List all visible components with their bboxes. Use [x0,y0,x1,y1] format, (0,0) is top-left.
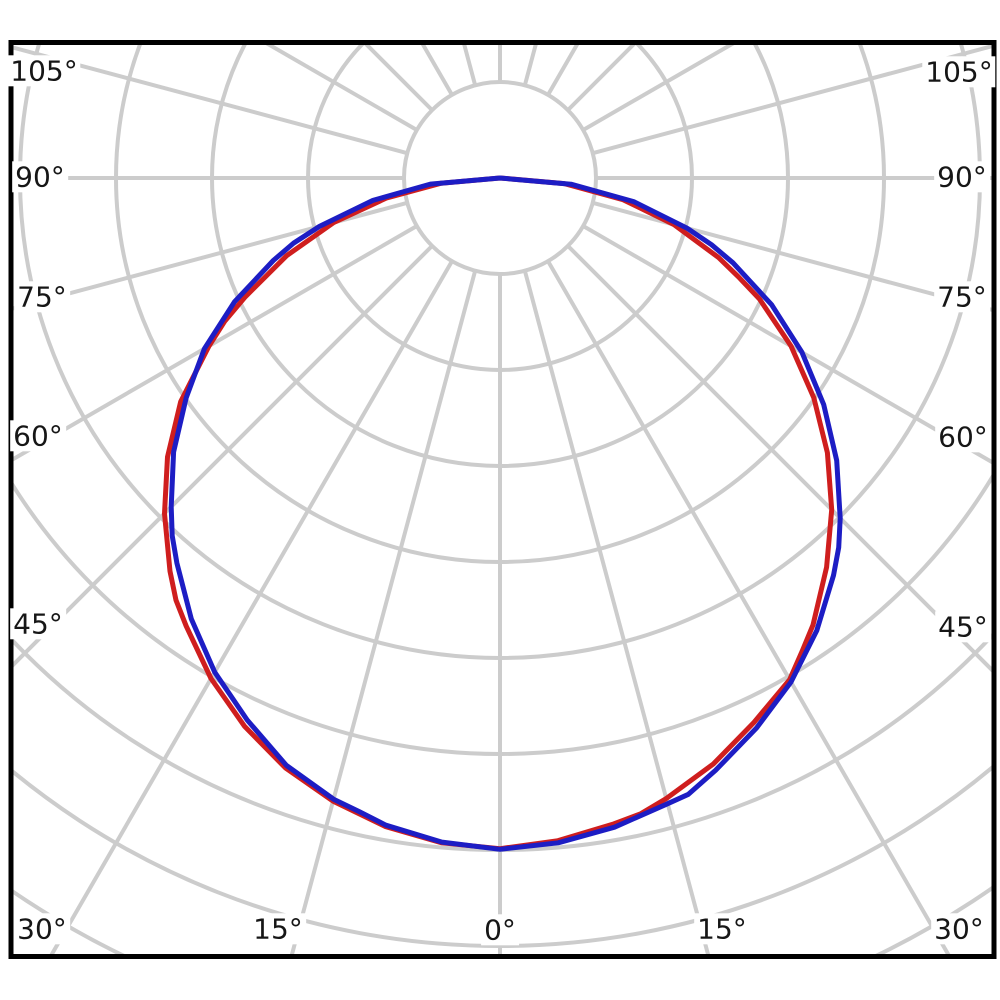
angle-label-left-3: 60° [10,420,66,452]
angle-label-bottom-2: 0° [481,914,519,946]
angle-label-right-3: 60° [935,421,991,453]
angle-label-bottom-1: 15° [250,913,306,945]
angle-label-left-1: 90° [12,161,68,193]
grid-spoke [13,45,408,156]
grid-spoke [582,224,992,465]
plot-frame [8,40,997,959]
grid-spoke [49,260,454,954]
angle-label-right-2: 75° [934,281,990,313]
angle-label-left-0: 105° [7,55,81,87]
angle-label-bottom-3: 15° [694,913,750,945]
grid-spoke [566,244,992,673]
angle-label-bottom-4: 30° [931,913,987,945]
angle-label-left-4: 45° [10,608,66,640]
grid-spoke [13,224,418,462]
intensity-curve-blue [168,175,843,852]
angle-label-right-4: 45° [935,611,991,643]
angle-label-right-0: 105° [922,56,996,88]
angle-label-bottom-0: 30° [14,913,70,945]
angle-label-right-1: 90° [934,161,990,193]
grid-spoke [592,45,992,156]
grid-spoke [546,260,951,954]
grid-spoke [13,200,408,311]
angle-label-left-2: 75° [14,281,70,313]
grid-spoke [13,244,434,668]
grid-spoke [592,200,992,312]
